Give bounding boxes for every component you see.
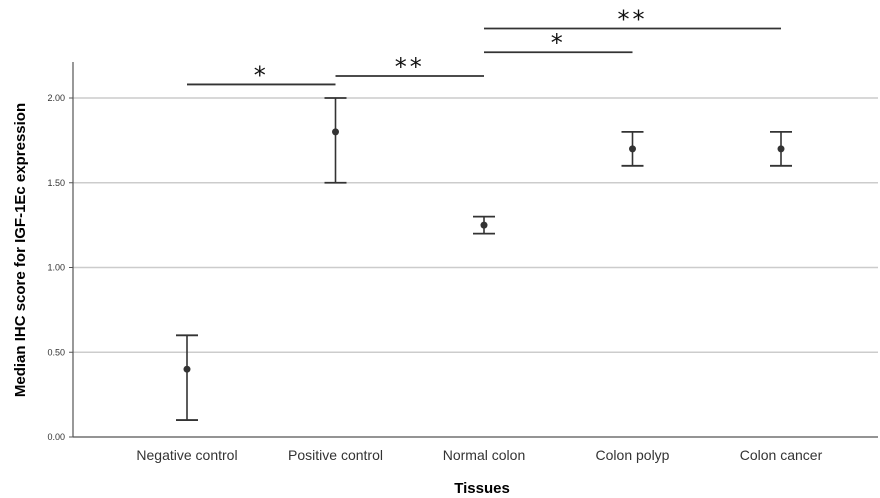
axes — [69, 62, 878, 438]
median-point — [480, 221, 488, 229]
x-category-label: Normal colon — [443, 447, 525, 463]
median-point — [332, 128, 339, 136]
significance-bracket: ** — [335, 53, 484, 81]
significance-bracket: * — [484, 29, 633, 57]
error-bar — [473, 215, 495, 235]
y-tick-label: 0.50 — [47, 347, 65, 357]
y-tick-label: 0.00 — [47, 432, 65, 442]
error-bar — [770, 130, 792, 167]
x-category-label: Colon cancer — [740, 447, 823, 463]
significance-label: * — [254, 61, 269, 89]
error-bars — [176, 97, 792, 421]
x-category-label: Positive control — [288, 447, 383, 463]
y-tick-labels: 0.00 0.50 1.00 1.50 2.00 — [47, 93, 65, 442]
x-category-label: Negative control — [136, 447, 237, 463]
significance-label: ** — [618, 6, 648, 34]
median-point — [629, 145, 636, 153]
error-bar — [176, 334, 198, 421]
x-axis-title: Tissues — [454, 480, 510, 497]
significance-brackets: * ***** — [187, 6, 781, 89]
median-point — [183, 365, 191, 373]
y-tick-label: 1.00 — [47, 263, 65, 273]
median-point — [777, 145, 785, 153]
grid-lines — [73, 97, 878, 353]
y-axis-title: Median IHC score for IGF-1Ec expression — [12, 103, 29, 397]
y-tick-label: 1.50 — [47, 178, 65, 188]
significance-bracket: ** — [484, 6, 781, 34]
x-category-labels: Negative control Positive control Normal c… — [136, 447, 822, 463]
y-tick-label: 2.00 — [47, 93, 65, 103]
error-bar — [621, 130, 644, 167]
significance-label: ** — [395, 53, 425, 81]
error-bar — [324, 97, 347, 184]
x-category-label: Colon polyp — [596, 447, 670, 463]
significance-bracket: * — [187, 61, 336, 89]
significance-label: * — [551, 29, 566, 57]
